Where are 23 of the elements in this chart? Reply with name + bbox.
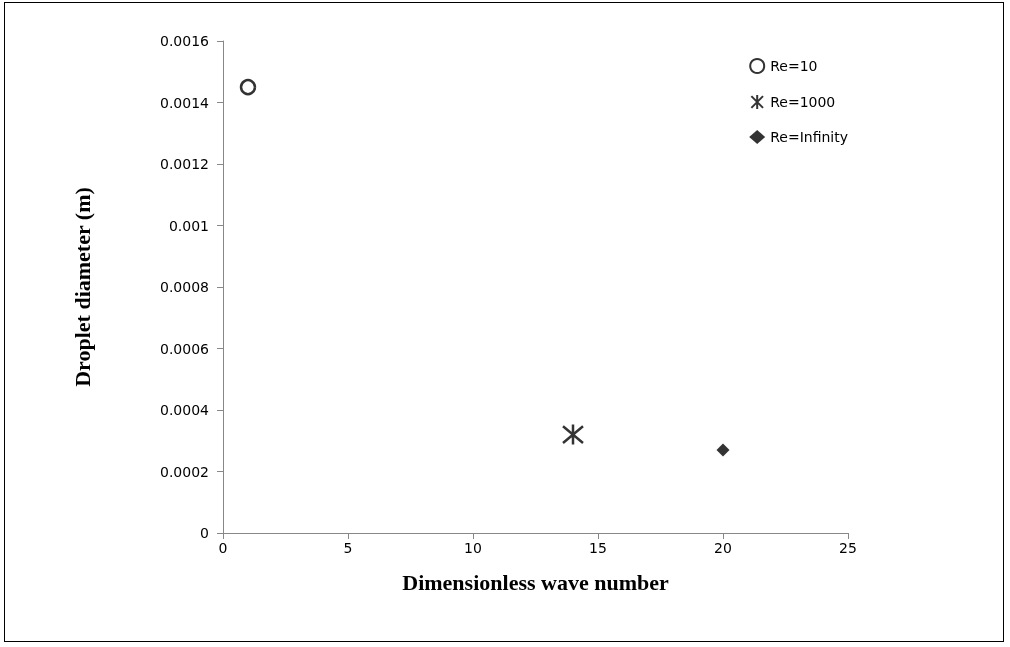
y-tick-label: 0.0016	[160, 33, 210, 49]
y-tick-label: 0.0008	[160, 279, 209, 295]
y-tick-label: 0.0002	[160, 463, 209, 480]
y-tick-label: 0.0004	[160, 402, 210, 418]
x-tick-label: 15	[589, 540, 607, 556]
y-tick-label: 0.001	[168, 217, 209, 234]
legend-label: Re=10	[770, 58, 818, 74]
x-tick-label: 25	[839, 540, 857, 556]
y-axis-title: Droplet diameter (m)	[69, 187, 95, 387]
x-tick-label: 20	[714, 540, 732, 556]
point	[239, 78, 257, 96]
point	[716, 443, 730, 457]
x-axis-title: Dimensionless wave number	[402, 569, 669, 595]
y-tick-label: 0	[200, 525, 209, 541]
legend-label: Re=1000	[770, 94, 836, 110]
y-tick-label: 0.0012	[160, 156, 209, 172]
y-tick-label: 0.0006	[160, 340, 210, 357]
x-tick-label: 0	[218, 540, 228, 556]
point	[561, 423, 585, 446]
y-tick-label: 0.0014	[160, 94, 210, 111]
x-tick-label: 5	[343, 540, 353, 556]
x-tick-label: 10	[464, 540, 482, 556]
legend-label: Re=Infinity	[770, 129, 849, 145]
